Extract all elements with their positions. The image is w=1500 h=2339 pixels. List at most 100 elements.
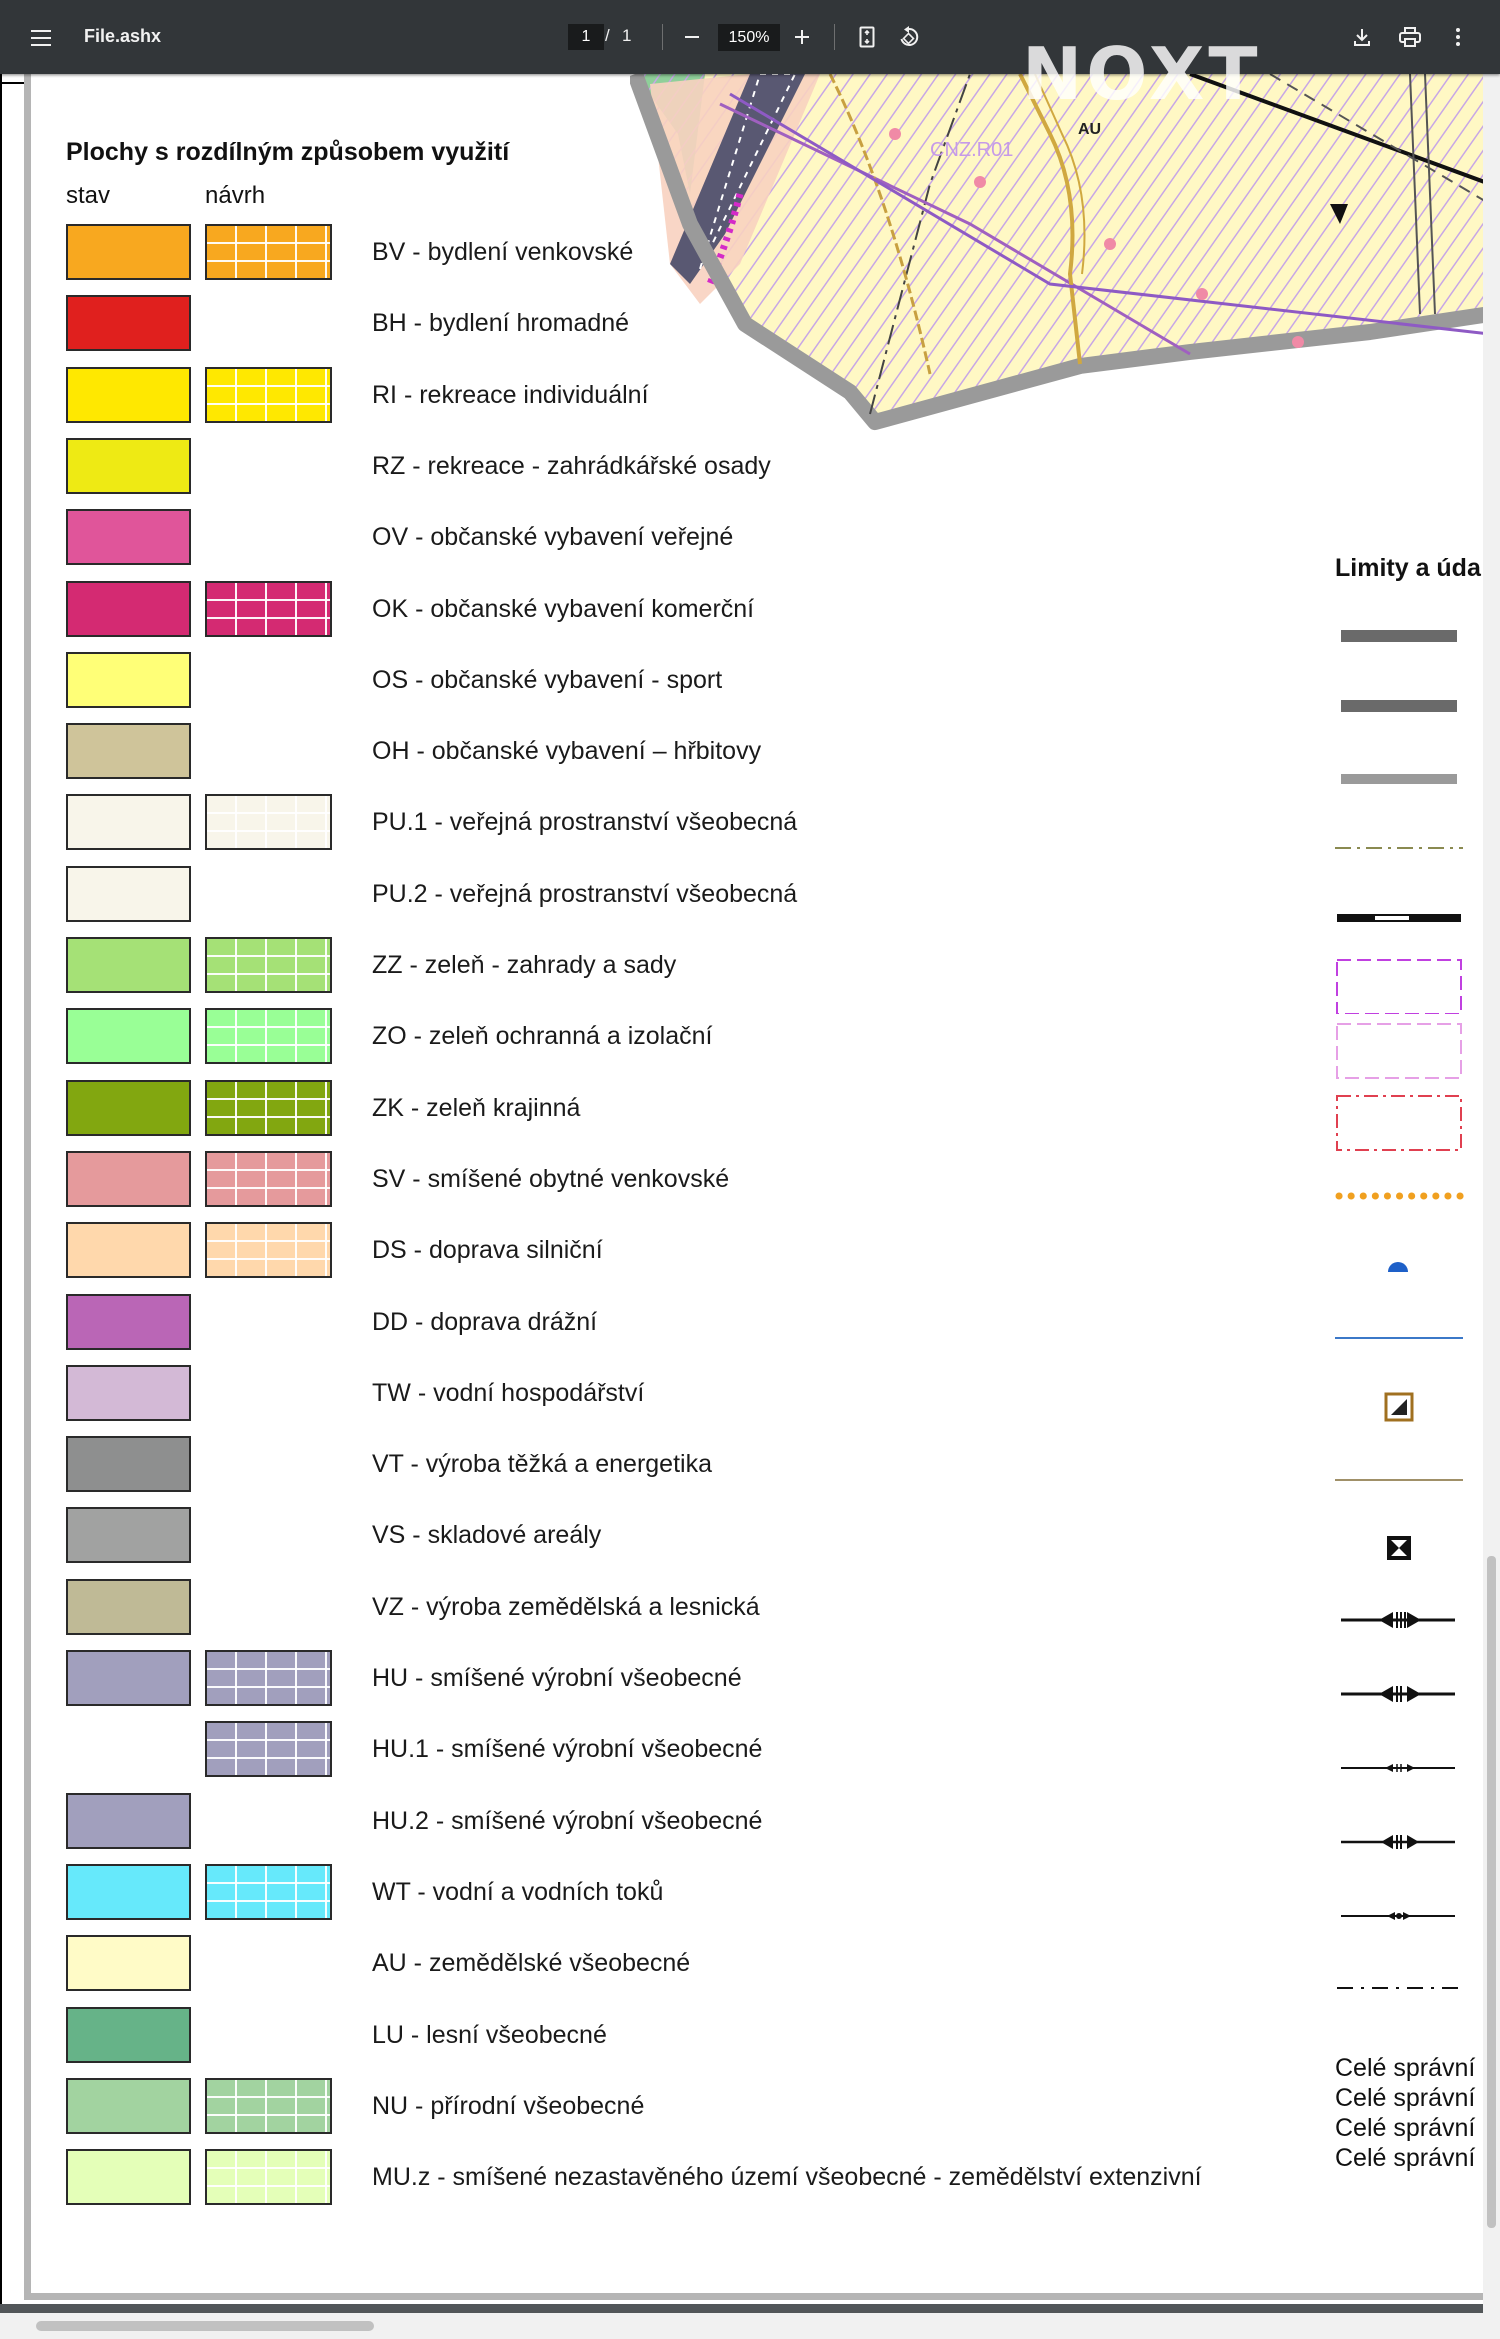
legend-row-label: HU - smíšené výrobní všeobecné <box>372 1664 742 1692</box>
watermark-logo: NOXT <box>1022 32 1262 116</box>
stav-swatch <box>66 1579 191 1635</box>
stav-swatch <box>66 438 191 494</box>
limit-symbol-arrow-line-thin <box>1341 1764 1455 1772</box>
print-icon[interactable] <box>1393 18 1427 56</box>
limits-footer-line: Celé správní <box>1335 2084 1476 2112</box>
legend-row: OK - občanské vybavení komerční <box>0 581 1300 641</box>
limit-symbol-dashdot-line <box>1335 847 1463 849</box>
navrh-swatch <box>205 2149 332 2205</box>
legend-row-label: OH - občanské vybavení – hřbitovy <box>372 737 762 765</box>
page-separator: / <box>605 26 610 45</box>
stav-swatch <box>66 1507 191 1563</box>
legend-row: HU.2 - smíšené výrobní všeobecné <box>0 1793 1300 1853</box>
stav-swatch <box>66 224 191 280</box>
legend-row-label: BV - bydlení venkovské <box>372 238 634 266</box>
limit-symbol-pink-box <box>1336 1023 1462 1079</box>
legend-row-label: VT - výroba těžká a energetika <box>372 1450 712 1478</box>
legend-row-label: VS - skladové areály <box>372 1521 602 1549</box>
stav-swatch <box>66 1080 191 1136</box>
legend-row-label: WT - vodní a vodních toků <box>372 1878 664 1906</box>
page-frame-line <box>0 74 2 2304</box>
navrh-swatch <box>205 1008 332 1064</box>
stav-swatch <box>66 581 191 637</box>
navrh-swatch <box>205 1650 332 1706</box>
legend-row-label: AU - zemědělské všeobecné <box>372 1949 691 1977</box>
page-number-input[interactable] <box>568 24 604 50</box>
legend-row: SV - smíšené obytné venkovské <box>0 1151 1300 1211</box>
stav-swatch <box>66 1935 191 1991</box>
legend-row-label: ZK - zeleň krajinná <box>372 1094 581 1122</box>
legend-title: Plochy s rozdílným způsobem využití <box>66 138 510 166</box>
legend-row-label: SV - smíšené obytné venkovské <box>372 1165 730 1193</box>
navrh-swatch <box>205 581 332 637</box>
limit-symbol-thick-line <box>1341 630 1457 642</box>
zoom-level-input[interactable] <box>718 24 780 51</box>
rotate-icon[interactable] <box>892 18 926 56</box>
more-options-icon[interactable] <box>1443 18 1473 56</box>
legend-row: PU.2 - veřejná prostranství všeobecná <box>0 866 1300 926</box>
navrh-swatch <box>205 1151 332 1207</box>
legend-row: DD - doprava drážní <box>0 1294 1300 1354</box>
legend-row: OV - občanské vybavení veřejné <box>0 509 1300 569</box>
stav-swatch <box>66 652 191 708</box>
legend-row-label: HU.2 - smíšené výrobní všeobecné <box>372 1807 763 1835</box>
legend-row: ZK - zeleň krajinná <box>0 1080 1300 1140</box>
map-fragment: CNZ.R01 AU <box>630 74 1483 430</box>
fit-page-icon[interactable] <box>850 18 884 56</box>
navrh-swatch <box>205 1080 332 1136</box>
vertical-scrollbar[interactable] <box>1483 74 1500 2313</box>
stav-swatch <box>66 1365 191 1421</box>
map-frame <box>24 74 1483 2300</box>
legend-row-label: PU.1 - veřejná prostranství všeobecná <box>372 808 798 836</box>
legend-row: WT - vodní a vodních toků <box>0 1864 1300 1924</box>
limit-symbol-dotted-line <box>1335 1192 1465 1200</box>
legend-row-label: MU.z - smíšené nezastavěného území všeob… <box>372 2163 1202 2191</box>
limits-footer-line: Celé správní <box>1335 2054 1476 2082</box>
legend-row-label: OV - občanské vybavení veřejné <box>372 523 734 551</box>
navrh-swatch <box>205 794 332 850</box>
map-label-au: AU <box>1078 121 1101 138</box>
stav-swatch <box>66 2007 191 2063</box>
stav-swatch <box>66 1008 191 1064</box>
legend-row-label: NU - přírodní všeobecné <box>372 2092 645 2120</box>
pdf-viewer[interactable]: CNZ.R01 AU Plochy s rozdílným způsobem v… <box>0 74 1483 2313</box>
legend-row: PU.1 - veřejná prostranství všeobecná <box>0 794 1300 854</box>
document-title: File.ashx <box>84 26 162 46</box>
legend-row: ZZ - zeleň - zahrady a sady <box>0 937 1300 997</box>
legend-row-label: DS - doprava silniční <box>372 1236 603 1264</box>
column-header-navrh: návrh <box>205 182 266 209</box>
stav-swatch <box>66 1222 191 1278</box>
legend-row-label: TW - vodní hospodářství <box>372 1379 645 1407</box>
stav-swatch <box>66 295 191 351</box>
zoom-out-button[interactable] <box>676 18 708 56</box>
download-icon[interactable] <box>1346 18 1378 56</box>
limit-symbol-brown-line <box>1335 1479 1463 1481</box>
stav-swatch <box>66 509 191 565</box>
limit-symbol-dashdot-black <box>1337 1987 1463 1989</box>
navrh-swatch <box>205 1222 332 1278</box>
horizontal-scroll-thumb[interactable] <box>36 2321 374 2331</box>
zoom-in-button[interactable] <box>786 18 818 56</box>
legend-row-label: RI - rekreace individuální <box>372 381 649 409</box>
stav-swatch <box>66 1294 191 1350</box>
stav-swatch <box>66 794 191 850</box>
limit-symbol-dot-line <box>1341 1912 1455 1920</box>
limit-symbol-arrow-line <box>1341 1835 1455 1849</box>
legend-row-label: DD - doprava drážní <box>372 1308 598 1336</box>
legend-row: TW - vodní hospodářství <box>0 1365 1300 1425</box>
pdf-toolbar: File.ashx / 1 <box>0 0 1500 74</box>
menu-icon[interactable] <box>22 18 62 58</box>
legend-row-label: VZ - výroba zemědělská a lesnická <box>372 1593 760 1621</box>
limit-symbol-blue-dot <box>1388 1262 1408 1272</box>
legend-row: RZ - rekreace - zahrádkářské osady <box>0 438 1300 498</box>
limit-symbol-blue-line <box>1335 1337 1463 1339</box>
limits-title: Limity a úda <box>1335 554 1481 582</box>
legend-row: VS - skladové areály <box>0 1507 1300 1567</box>
vertical-scroll-thumb[interactable] <box>1487 1556 1496 2228</box>
legend-row: VT - výroba těžká a energetika <box>0 1436 1300 1496</box>
horizontal-scrollbar[interactable] <box>0 2313 1500 2339</box>
legend-row: VZ - výroba zemědělská a lesnická <box>0 1579 1300 1639</box>
legend-row: NU - přírodní všeobecné <box>0 2078 1300 2138</box>
legend-row-label: ZZ - zeleň - zahrady a sady <box>372 951 677 979</box>
stav-swatch <box>66 1151 191 1207</box>
